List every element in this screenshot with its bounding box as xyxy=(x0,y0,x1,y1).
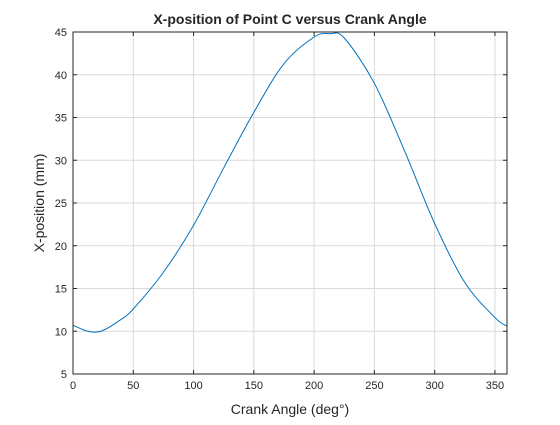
x-tick-label: 50 xyxy=(127,380,139,392)
x-tick-label: 200 xyxy=(305,380,323,392)
y-tick-label: 5 xyxy=(61,369,67,381)
chart-title: X-position of Point C versus Crank Angle xyxy=(153,11,427,27)
y-tick-label: 35 xyxy=(55,113,67,125)
x-axis-label: Crank Angle (deg°) xyxy=(231,401,349,417)
y-tick-label: 25 xyxy=(55,198,67,210)
x-tick-label: 350 xyxy=(486,380,504,392)
x-tick-label: 0 xyxy=(70,380,76,392)
y-axis-label: X-position (mm) xyxy=(31,154,47,253)
y-tick-label: 40 xyxy=(55,70,67,82)
x-tick-label: 250 xyxy=(365,380,383,392)
y-tick-label: 10 xyxy=(55,326,67,338)
y-tick-label: 45 xyxy=(55,27,67,39)
x-tick-label: 100 xyxy=(184,380,202,392)
x-tick-label: 150 xyxy=(245,380,263,392)
y-tick-label: 30 xyxy=(55,155,67,167)
y-tick-label: 20 xyxy=(55,241,67,253)
series-layer xyxy=(72,32,508,333)
series-line-0 xyxy=(72,32,508,333)
x-tick-label: 300 xyxy=(425,380,443,392)
ticks: 0 50 100 150 200 250 300 350 5 10 15 20 25 30 35 40 45 xyxy=(55,27,507,392)
y-tick-label: 15 xyxy=(55,284,67,296)
